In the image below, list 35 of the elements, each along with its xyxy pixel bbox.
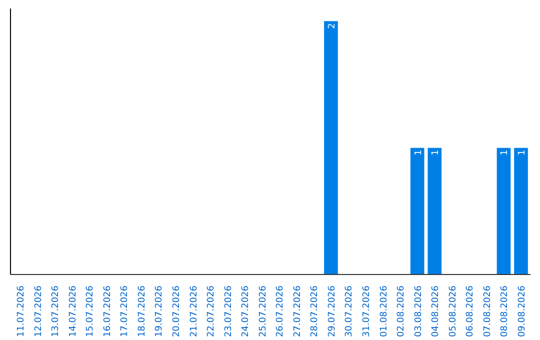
x-tick-label: 17.07.2026 — [120, 285, 130, 338]
x-tick-label: 19.07.2026 — [154, 285, 165, 338]
x-tick-label: 13.07.2026 — [51, 285, 62, 338]
x-tick-label: 31.07.2026 — [362, 285, 372, 338]
x-tick-label: 01.08.2026 — [379, 285, 390, 338]
x-tick-label: 28.07.2026 — [310, 285, 320, 338]
data-label: 1 — [431, 150, 442, 156]
data-label: 2 — [327, 23, 338, 29]
x-tick-label: 20.07.2026 — [172, 285, 182, 338]
x-tick-label: 06.08.2026 — [466, 285, 476, 338]
x-tick-label: 07.08.2026 — [482, 285, 493, 338]
x-tick-label: 08.08.2026 — [500, 285, 510, 338]
data-label: 1 — [414, 150, 424, 156]
x-tick-label: 26.07.2026 — [276, 285, 286, 338]
x-tick-label: 21.07.2026 — [189, 285, 200, 338]
x-tick-label: 18.07.2026 — [137, 285, 148, 338]
x-tick-label: 05.08.2026 — [448, 285, 458, 338]
x-tick-label: 12.07.2026 — [34, 285, 44, 338]
x-tick-label: 11.07.2026 — [16, 285, 26, 338]
data-label: 1 — [500, 150, 510, 156]
x-tick-label: 04.08.2026 — [431, 285, 442, 338]
x-tick-label: 23.07.2026 — [224, 285, 234, 338]
x-tick-label: 27.07.2026 — [292, 285, 303, 338]
x-tick-label: 15.07.2026 — [86, 285, 96, 338]
x-tick-label: 14.07.2026 — [68, 285, 78, 338]
x-tick-label: 25.07.2026 — [258, 285, 268, 338]
x-tick-label: 16.07.2026 — [102, 285, 113, 338]
x-tick-label: 24.07.2026 — [241, 285, 252, 338]
data-label: 1 — [518, 150, 528, 156]
x-tick-label: 29.07.2026 — [327, 285, 338, 338]
x-tick-label: 30.07.2026 — [344, 285, 355, 338]
x-tick-label: 03.08.2026 — [414, 285, 424, 338]
x-tick-label: 02.08.2026 — [396, 285, 407, 338]
x-tick-label: 22.07.2026 — [206, 285, 217, 338]
x-tick-label: 09.08.2026 — [518, 285, 528, 338]
